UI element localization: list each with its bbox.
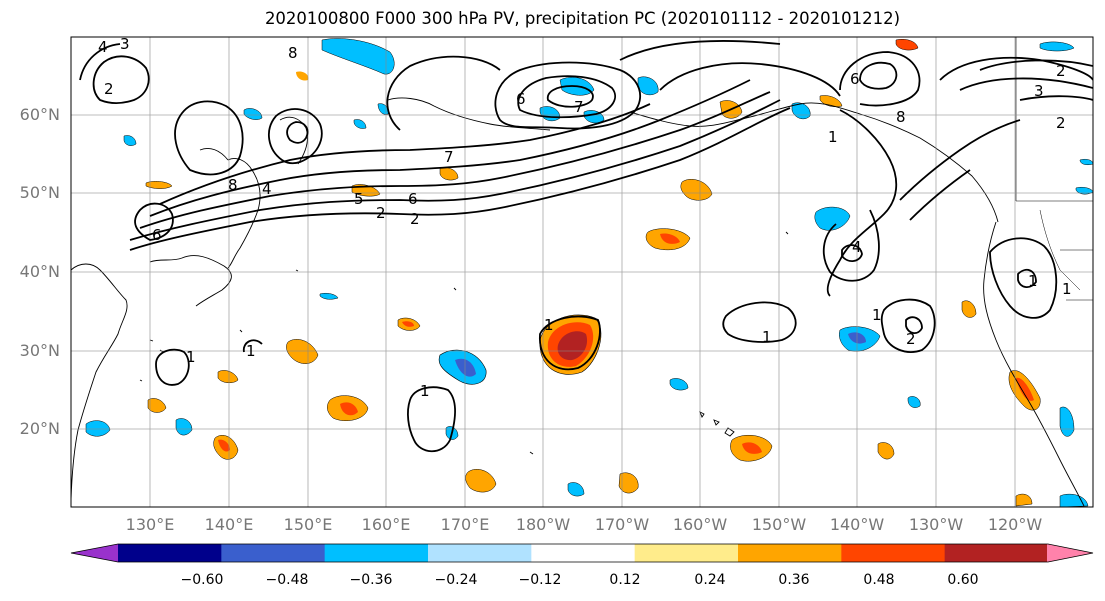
colorbar-extend-min xyxy=(71,544,119,562)
contour-label: 4 xyxy=(262,180,272,198)
lon-label: 180°W xyxy=(515,515,571,534)
lat-label: 60°N xyxy=(19,105,60,124)
contour-label: 1 xyxy=(762,328,772,346)
colorbar-tick-label: 0.36 xyxy=(778,572,810,588)
colorbar-segment xyxy=(531,544,636,562)
colorbar-tick-label: −0.60 xyxy=(180,572,224,588)
map-title: 2020100800 F000 300 hPa PV, precipitatio… xyxy=(264,9,901,28)
lon-label: 170°E xyxy=(440,515,490,534)
contour-label: 6 xyxy=(516,90,526,108)
colorbar-tick-label: −0.48 xyxy=(265,572,309,588)
lon-label: 120°W xyxy=(987,515,1043,534)
colorbar-tick-label: 0.24 xyxy=(694,572,726,588)
colorbar-segment xyxy=(428,544,532,562)
pv-contours xyxy=(79,40,1093,453)
colorbar-extend-max xyxy=(1047,544,1093,562)
contour-label: 1 xyxy=(872,306,882,324)
contour-label: 3 xyxy=(120,35,130,53)
contour-label: 8 xyxy=(228,176,238,194)
colorbar-segment xyxy=(841,544,946,562)
contour-label: 6 xyxy=(408,190,418,208)
contour-label: 8 xyxy=(896,108,906,126)
lon-label: 160°E xyxy=(361,515,411,534)
colorbar-segment xyxy=(738,544,842,562)
contour-label: 1 xyxy=(420,382,430,400)
contour-label: 7 xyxy=(444,148,454,166)
graticule xyxy=(71,37,1093,507)
contour-label: 5 xyxy=(354,190,364,208)
colorbar-tick-label: −0.24 xyxy=(434,572,478,588)
colorbar-segment xyxy=(221,544,326,562)
contour-label: 1 xyxy=(1028,272,1038,290)
lat-label: 20°N xyxy=(19,419,60,438)
contour-label: 2 xyxy=(104,80,114,98)
lon-label: 160°W xyxy=(672,515,728,534)
contour-label: 2 xyxy=(906,330,916,348)
map-border xyxy=(70,36,1094,508)
contour-label: 4 xyxy=(98,38,108,56)
colorbar-segment xyxy=(634,544,739,562)
contour-label: 8 xyxy=(288,44,298,62)
contour-label: 1 xyxy=(828,128,838,146)
colorbar-segment xyxy=(944,544,1049,562)
contour-label: 6 xyxy=(850,70,860,88)
contour-label: 1 xyxy=(544,316,554,334)
lon-label: 140°E xyxy=(204,515,254,534)
contour-label: 2 xyxy=(410,210,420,228)
lon-label: 170°W xyxy=(594,515,650,534)
colorbar-segment xyxy=(324,544,429,562)
colorbar xyxy=(70,543,1094,563)
contour-label: 2 xyxy=(1056,62,1066,80)
contour-label: 2 xyxy=(1056,114,1066,132)
lon-label: 130°W xyxy=(908,515,964,534)
colorbar-segment xyxy=(118,544,222,562)
lat-label: 30°N xyxy=(19,341,60,360)
contour-label: 1 xyxy=(246,342,256,360)
colorbar-tick-label: −0.12 xyxy=(518,572,562,588)
contour-labels: 3 2 4 8 2 6 7 6 1 6 2 3 2 8 4 5 6 7 8 4 … xyxy=(98,35,1072,400)
contour-label: 3 xyxy=(1034,82,1044,100)
lat-label: 50°N xyxy=(19,183,60,202)
lon-label: 140°W xyxy=(829,515,885,534)
contour-label: 1 xyxy=(186,348,196,366)
contour-label: 2 xyxy=(376,204,386,222)
lon-label: 150°E xyxy=(283,515,333,534)
contour-label: 4 xyxy=(852,238,862,256)
colorbar-tick-label: 0.48 xyxy=(863,572,895,588)
lon-label: 130°E xyxy=(125,515,175,534)
colorbar-tick-label: 0.12 xyxy=(609,572,641,588)
contour-label: 6 xyxy=(152,226,162,244)
contour-label: 1 xyxy=(1062,280,1072,298)
contour-label: 7 xyxy=(574,98,584,116)
lon-label: 150°W xyxy=(751,515,807,534)
colorbar-outline xyxy=(70,543,1094,563)
colorbar-tick-label: 0.60 xyxy=(947,572,979,588)
lat-label: 40°N xyxy=(19,262,60,281)
colorbar-tick-label: −0.36 xyxy=(349,572,393,588)
